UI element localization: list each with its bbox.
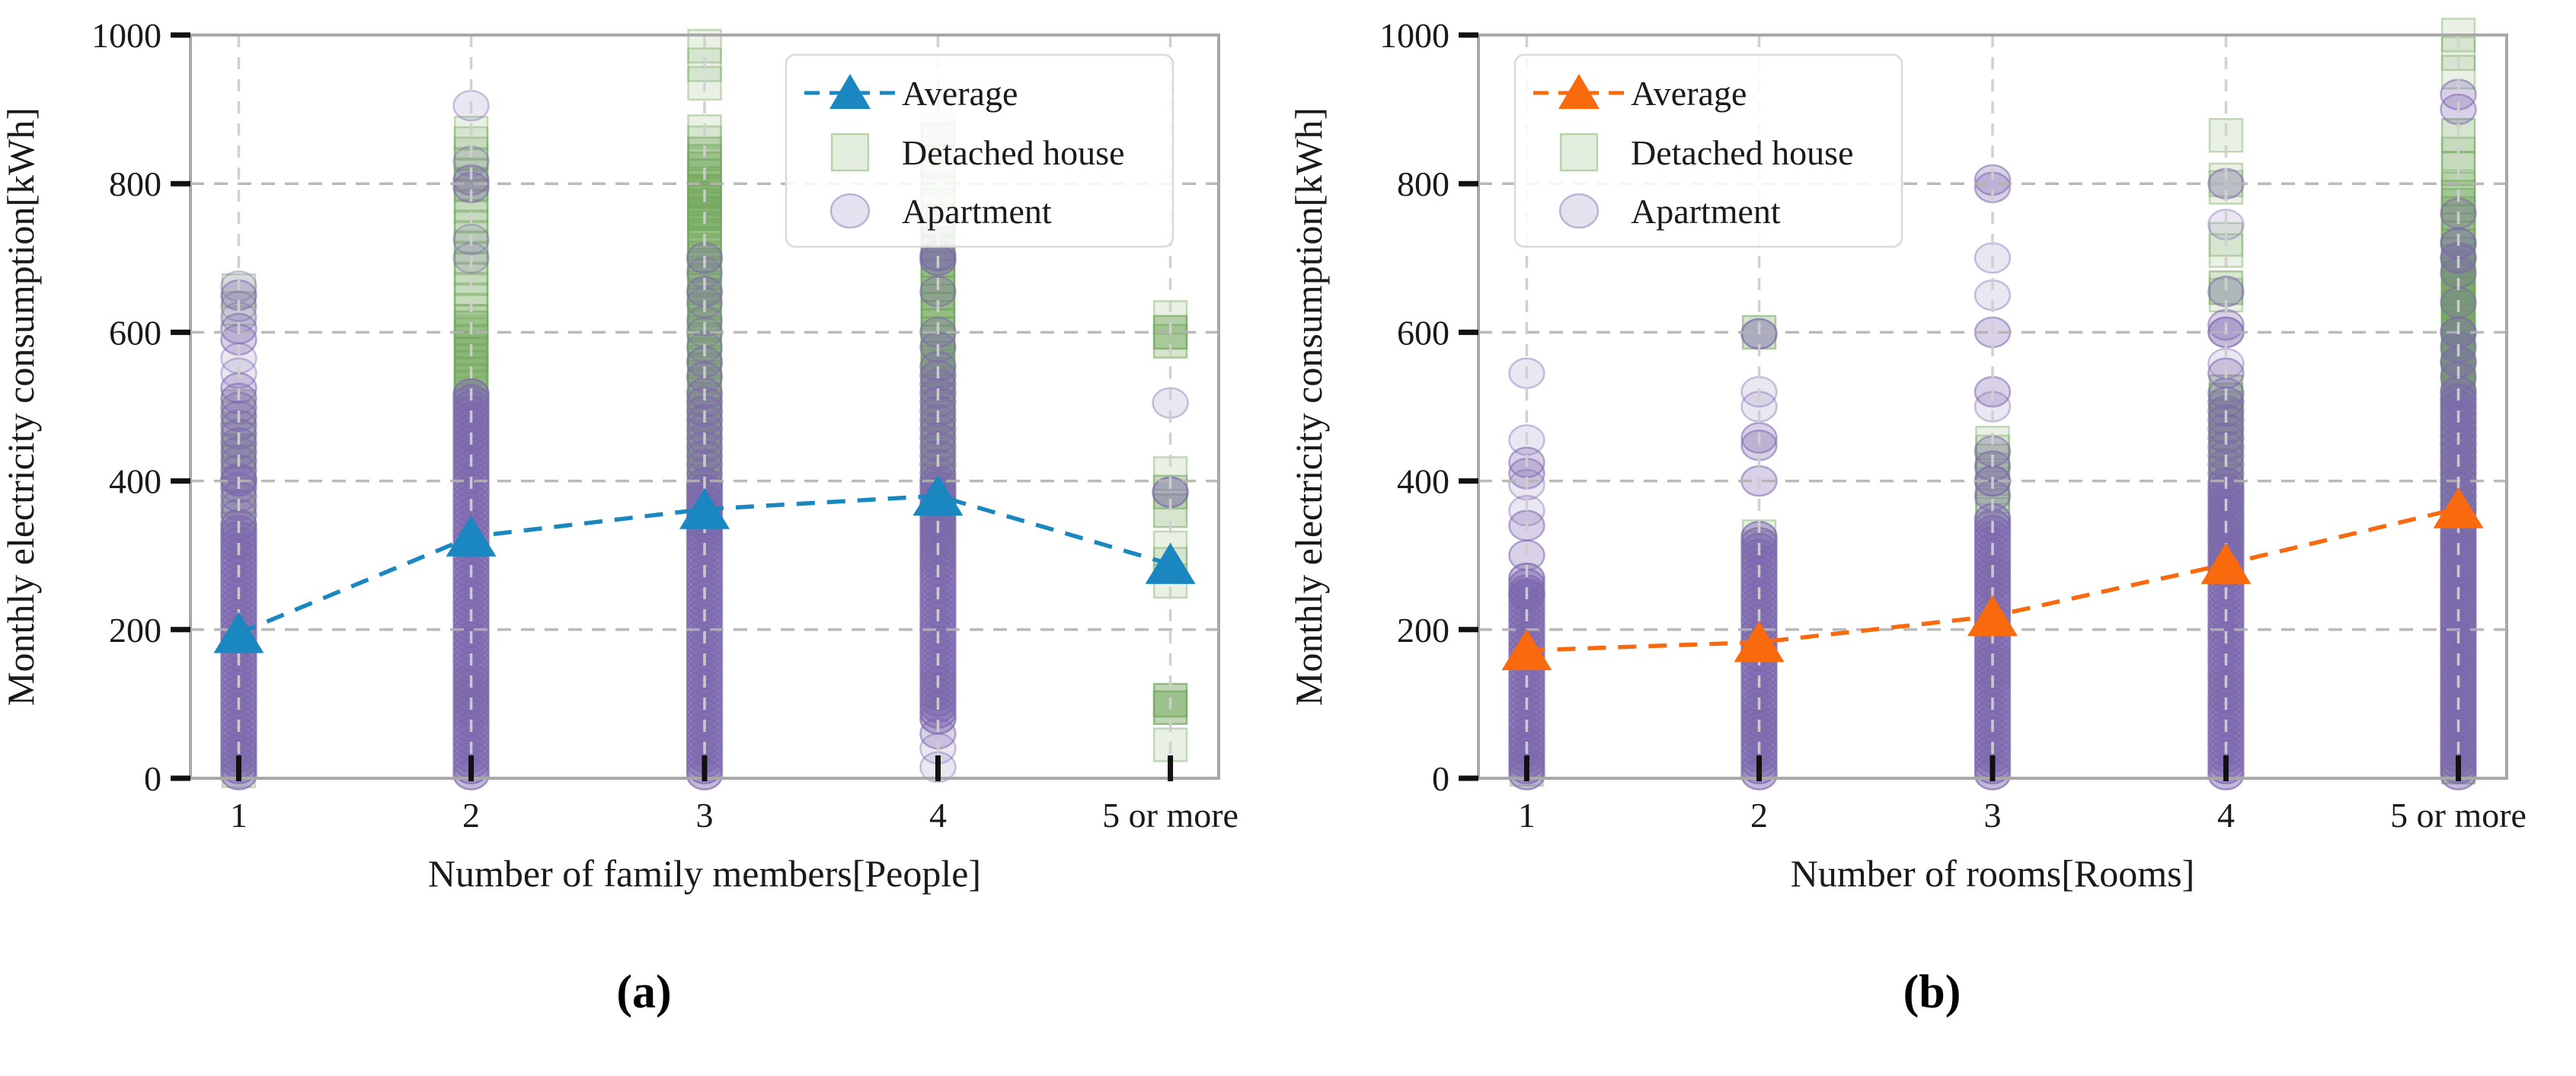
x-tick-label: 4 xyxy=(929,796,947,835)
average-marker xyxy=(213,611,264,653)
legend-label-apartment: Apartment xyxy=(902,192,1052,231)
y-tick-label: 200 xyxy=(1397,611,1449,650)
y-axis-label: Monthly electricity consumption[kWh] xyxy=(1288,107,1330,706)
y-tick-label: 0 xyxy=(144,759,161,798)
x-tick-label: 2 xyxy=(462,796,480,835)
legend-label-average: Average xyxy=(1631,74,1747,113)
legend-label-apartment: Apartment xyxy=(1631,192,1781,231)
panel-b: 0 200 400 600 800 1000 1 2 3 4 5 or more Number of … xyxy=(1288,0,2576,1020)
average-line xyxy=(238,493,1171,636)
caption-b: (b) xyxy=(1903,966,1961,1018)
average-marker xyxy=(1734,621,1785,663)
detached-point xyxy=(2440,151,2476,187)
legend xyxy=(1513,53,1903,248)
panel-a: 0 200 400 600 800 1000 1 2 3 4 5 or more Number of … xyxy=(0,0,1288,1020)
average-marker xyxy=(912,474,964,516)
average-marker xyxy=(446,515,497,557)
x-tick-label: 5 or more xyxy=(1102,796,1238,835)
detached-point xyxy=(687,225,722,261)
x-axis-label: Number of family members[People] xyxy=(428,852,981,895)
legend-apartment-marker xyxy=(1558,193,1600,229)
chart-a-canvas: 0 200 400 600 800 1000 1 2 3 4 5 or more Number of … xyxy=(0,16,1238,895)
y-tick-label: 1000 xyxy=(1379,16,1449,55)
average-marker xyxy=(1501,629,1552,671)
average-marker xyxy=(2200,542,2252,584)
caption-a: (a) xyxy=(616,966,672,1018)
x-tick-label: 4 xyxy=(2217,796,2235,835)
figure: 0 200 400 600 800 1000 1 2 3 4 5 or more Number of … xyxy=(0,0,2576,1020)
y-tick-label: 400 xyxy=(109,462,161,501)
y-tick-label: 0 xyxy=(1432,759,1449,798)
detached-point xyxy=(687,114,722,149)
legend-average-marker xyxy=(1558,74,1600,109)
legend-detached-marker xyxy=(1559,133,1599,172)
chart-b-canvas: 0 200 400 600 800 1000 1 2 3 4 5 or more Number of … xyxy=(1288,16,2526,895)
x-tick-label: 3 xyxy=(696,796,714,835)
y-tick-label: 200 xyxy=(109,611,161,650)
x-axis-label: Number of rooms[Rooms] xyxy=(1791,852,2195,895)
legend xyxy=(785,53,1175,248)
y-tick-label: 800 xyxy=(1397,164,1449,203)
x-tick-label: 3 xyxy=(1984,796,2002,835)
legend-label-average: Average xyxy=(902,74,1018,113)
average-marker xyxy=(679,487,730,529)
x-tick-label: 1 xyxy=(1518,796,1536,835)
average-marker xyxy=(1145,542,1196,584)
legend-average-marker xyxy=(829,74,871,109)
average-marker xyxy=(1967,595,2018,637)
y-tick-label: 600 xyxy=(1397,313,1449,352)
x-tick-label: 5 or more xyxy=(2390,796,2526,835)
legend-label-detached: Detached house xyxy=(1631,133,1854,172)
y-axis-label: Monthly electricity consumption[kWh] xyxy=(0,107,42,706)
legend-label-detached: Detached house xyxy=(902,133,1125,172)
x-tick-label: 1 xyxy=(230,796,248,835)
y-tick-label: 800 xyxy=(109,164,161,203)
x-tick-label: 2 xyxy=(1750,796,1768,835)
y-tick-label: 600 xyxy=(109,313,161,352)
legend-apartment-marker xyxy=(829,193,871,229)
y-tick-label: 400 xyxy=(1397,462,1449,501)
legend-detached-marker xyxy=(830,133,870,172)
y-tick-label: 1000 xyxy=(91,16,161,55)
average-marker xyxy=(2433,487,2484,528)
